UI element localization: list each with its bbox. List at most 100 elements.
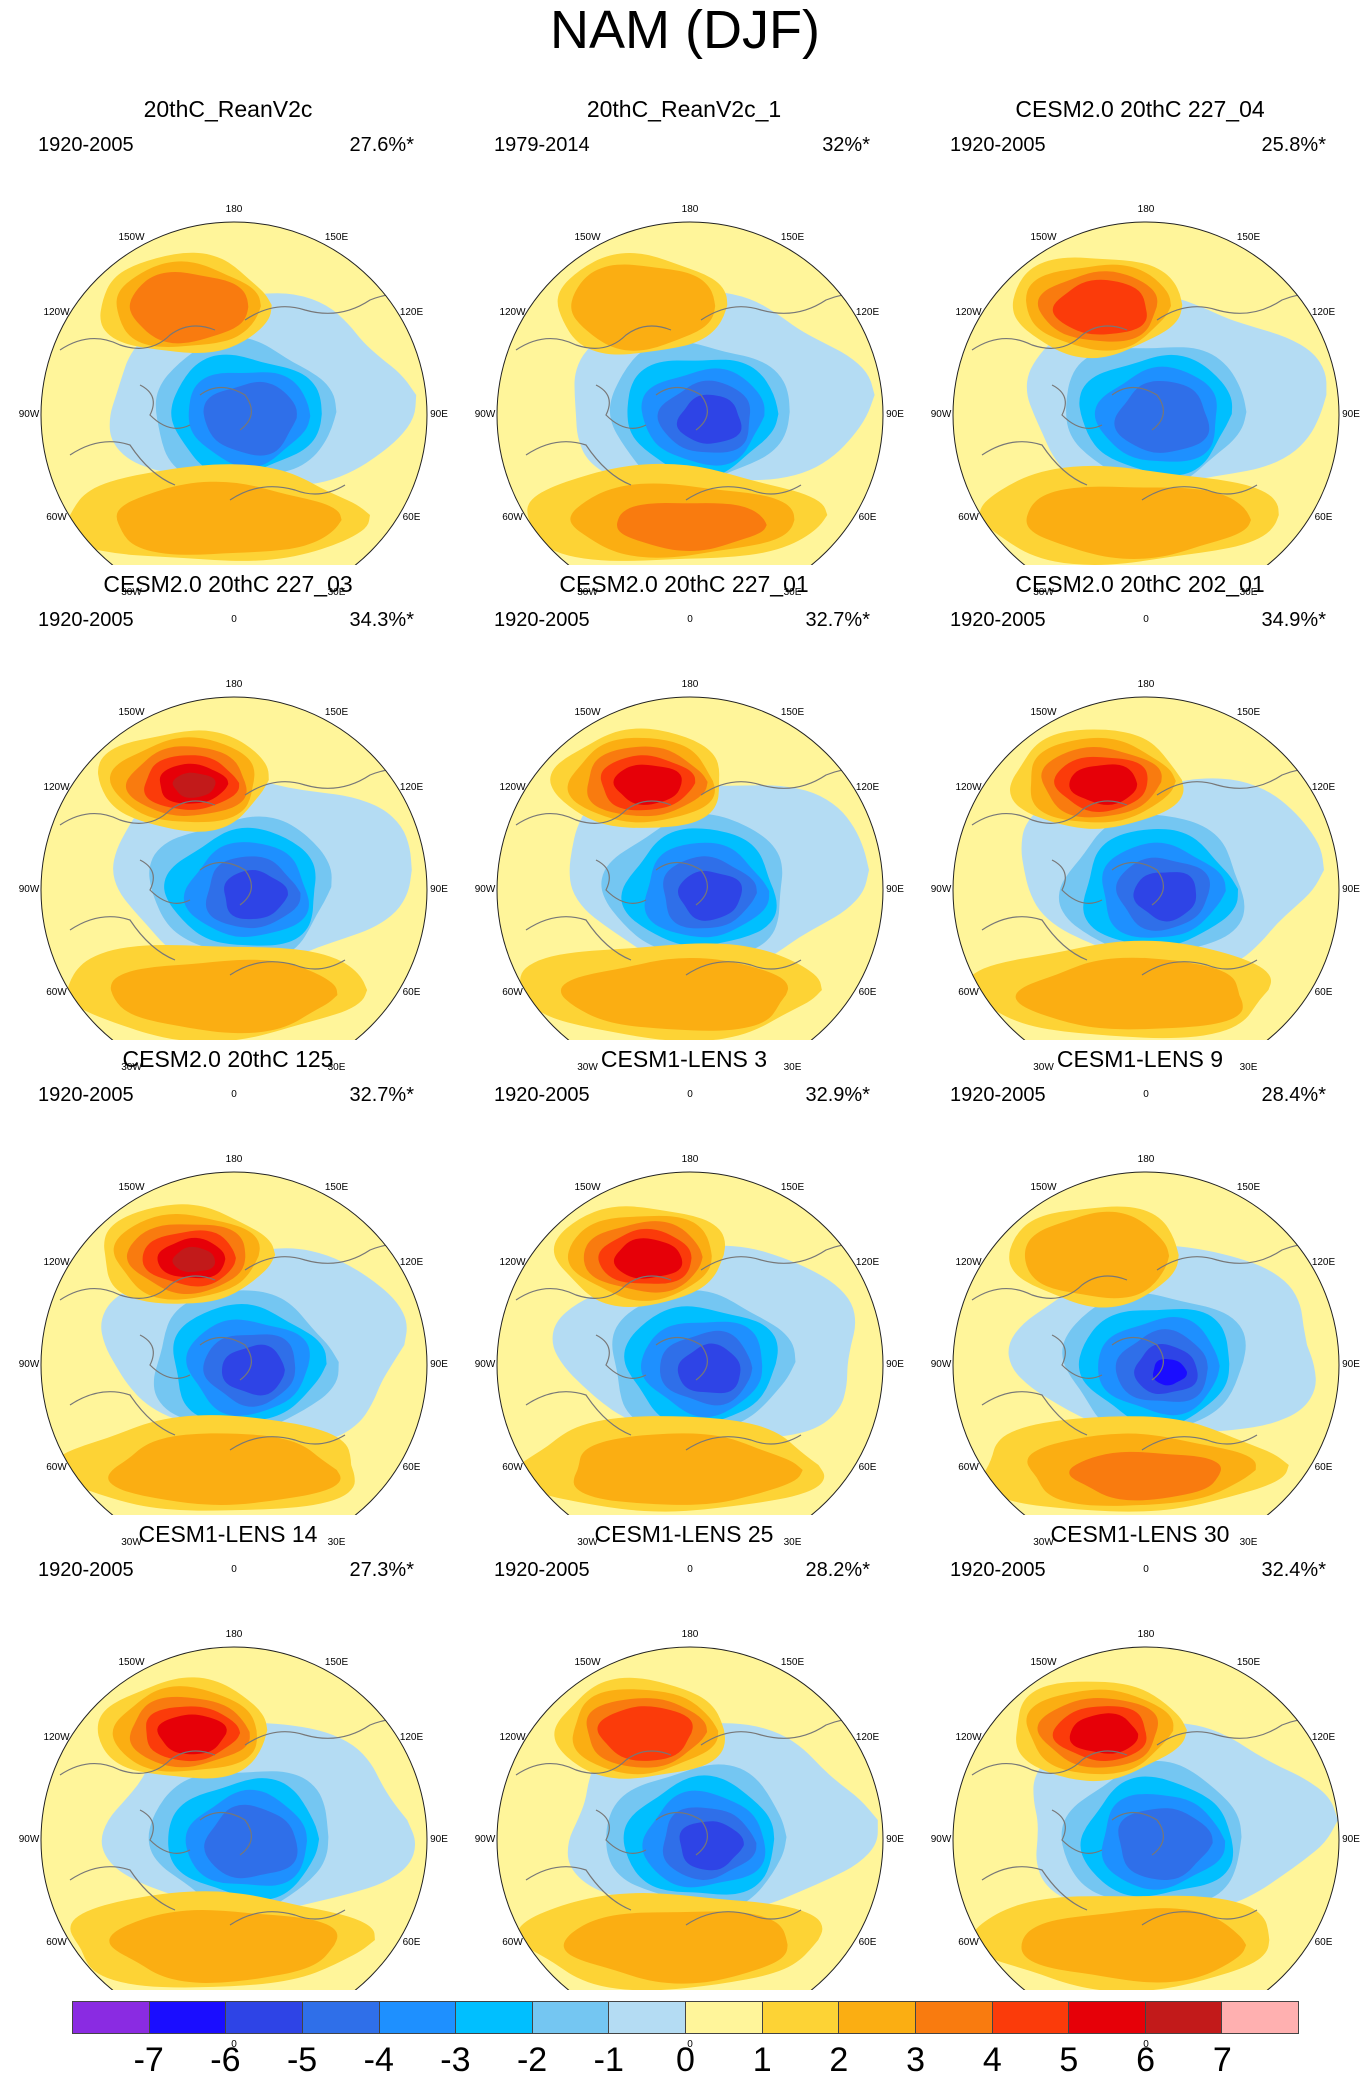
coastline [229,484,346,501]
contour-fill [129,272,249,344]
panel-period: 1920-2005 [950,134,1046,156]
map-border [496,696,884,1040]
colorbar-swatch [762,2002,840,2033]
polar-map [40,696,428,1040]
contour-fill [679,1821,744,1871]
coastline [595,859,647,904]
polar-map [952,696,1340,1040]
panel-title: CESM1-LENS 25 [594,1521,774,1547]
colorbar-tick-label: 6 [1136,2041,1156,2079]
longitude-label: 120E [855,306,880,318]
longitude-label: 150W [574,1181,601,1193]
coastline [595,1809,647,1854]
panel-variance-percent: 28.2%* [805,1559,871,1581]
colorbar-swatch [149,2002,227,2033]
panel-title: CESM2.0 20thC 202_01 [1015,571,1265,597]
longitude-label: 180 [681,1154,699,1165]
panel-period: 1920-2005 [950,1559,1046,1581]
colorbar-swatch [73,2002,150,2033]
longitude-label: 90E [430,409,448,420]
longitude-label: 30W [577,1061,598,1073]
coastline [655,1811,708,1856]
longitude-label: 30E [1239,1061,1258,1073]
longitude-label: 90E [886,1359,904,1370]
coastline [199,1336,252,1381]
longitude-label: 0 [687,1089,693,1100]
contour-fill [1015,957,1243,1030]
longitude-label: 0 [1143,2039,1149,2050]
polar-map [496,696,884,1040]
map-border [40,221,428,565]
colorbar-swatch [379,2002,457,2033]
contour-fill [676,394,742,444]
longitude-label: 180 [1137,1629,1155,1640]
panel-title: CESM1-LENS 3 [600,1046,768,1072]
longitude-label: 60W [46,1936,67,1948]
coastline [1111,1811,1164,1856]
map-border [496,1171,884,1515]
longitude-label: 120E [399,1256,424,1268]
panel-period: 1920-2005 [950,1084,1046,1106]
colorbar-tick-label: 2 [829,2041,849,2079]
coastline [525,1391,632,1436]
longitude-label: 180 [225,204,243,215]
colorbar-swatch [992,2002,1070,2033]
longitude-label: 180 [681,204,699,215]
longitude-label: 0 [687,1564,693,1575]
contour-fill [116,481,342,555]
longitude-label: 60W [46,986,67,998]
coastline [69,1866,176,1911]
longitude-label: 60W [502,1936,523,1948]
longitude-label: 90W [930,409,952,420]
polar-map [496,1171,884,1515]
contour-fill [110,959,338,1034]
colorbar [72,2001,1299,2034]
map-border [952,1171,1340,1515]
longitude-label: 90W [930,1834,952,1845]
panel-title: CESM2.0 20thC 227_01 [559,571,809,597]
coastline [1111,861,1164,906]
contour-fill [157,1714,227,1755]
colorbar-swatch [1222,2002,1298,2033]
longitude-label: 60E [858,1936,877,1948]
contour-fill [597,1706,693,1761]
longitude-label: 0 [231,1089,237,1100]
polar-map [952,221,1340,565]
colorbar-swatch [302,2002,380,2033]
contour-fill [1024,1211,1170,1299]
map-panel: CESM1-LENS 9 1920-2005 28.4%* 180 150E 120E 90… [912,1045,1368,1575]
map-panel: CESM2.0 20thC 227_04 1920-2005 25.8%* 180 15… [912,95,1368,625]
longitude-label: 180 [681,1629,699,1640]
colorbar-swatch [456,2002,533,2033]
longitude-label: 60E [858,986,877,998]
panel-variance-percent: 34.3%* [349,609,415,631]
coastline [971,800,1128,826]
longitude-label: 60E [402,986,421,998]
longitude-label: 90E [430,1359,448,1370]
contour-fill [1133,872,1197,922]
map-border [40,1171,428,1515]
coastline [59,325,216,351]
coastline [685,1909,802,1926]
coastline [655,861,708,906]
longitude-label: 180 [1137,204,1155,215]
contour-fill [617,503,767,551]
contour-fill [571,264,716,351]
longitude-label: 150W [1030,1656,1057,1668]
panel-variance-percent: 28.4%* [1261,1084,1327,1106]
longitude-label: 150W [1030,1181,1057,1193]
map-border [40,696,428,1040]
longitude-label: 120E [399,306,424,318]
coastline [69,441,176,486]
longitude-label: 90W [18,1359,40,1370]
longitude-label: 90E [886,1834,904,1845]
coastline [655,386,708,431]
panel-period: 1920-2005 [494,609,590,631]
longitude-label: 90W [474,1834,496,1845]
longitude-label: 150W [574,706,601,718]
panel-variance-percent: 32%* [822,134,870,156]
longitude-label: 60W [46,1461,67,1473]
contour-fill [108,1433,341,1505]
longitude-label: 90E [1342,1359,1360,1370]
coastline [199,386,252,431]
